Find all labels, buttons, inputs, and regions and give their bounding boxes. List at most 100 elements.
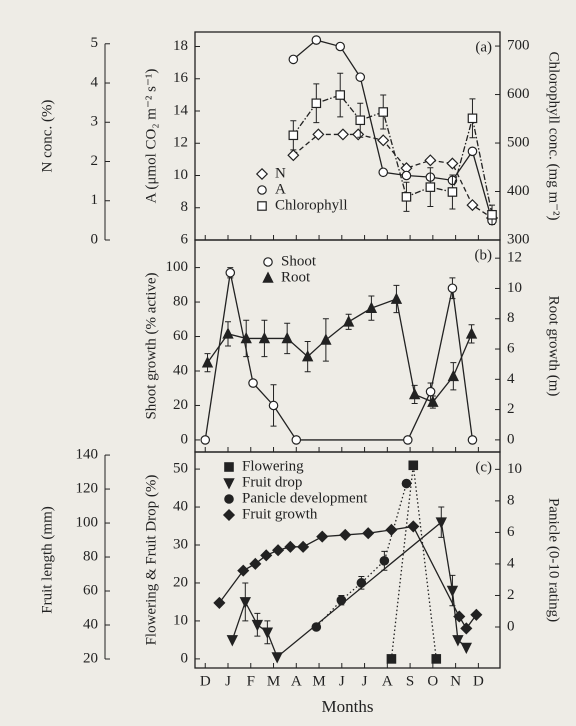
y3-axis-label: N conc. (%) xyxy=(39,100,55,173)
data-point xyxy=(431,654,442,664)
data-point xyxy=(401,478,412,489)
y3-tick-label: 20 xyxy=(83,650,98,666)
data-point xyxy=(258,331,271,344)
x-tick-label: J xyxy=(339,673,345,689)
y2-axis-label: Chlorophyll conc. (mg m⁻²) xyxy=(546,51,562,220)
data-point xyxy=(240,331,252,344)
data-point xyxy=(288,130,299,141)
y-tick-label: 10 xyxy=(173,167,188,183)
data-point xyxy=(408,460,419,471)
y3-tick-label: 3 xyxy=(91,114,99,130)
legend-label: N xyxy=(275,165,286,181)
legend-marker xyxy=(263,257,273,267)
y2-axis-label: Root growth (m) xyxy=(546,296,562,397)
legend-label: Fruit growth xyxy=(242,506,318,522)
y2-tick-label: 6 xyxy=(507,524,515,540)
data-point xyxy=(465,327,478,339)
data-point xyxy=(470,608,483,621)
y-tick-label: 0 xyxy=(181,431,189,447)
y-tick-label: 0 xyxy=(181,650,189,666)
data-point xyxy=(336,128,349,141)
y3-tick-label: 140 xyxy=(76,446,99,462)
x-tick-label: A xyxy=(382,673,393,689)
y3-tick-label: 40 xyxy=(83,616,98,632)
data-point xyxy=(365,301,378,313)
y-tick-label: 14 xyxy=(173,102,189,118)
legend-marker xyxy=(224,494,234,504)
y2-tick-label: 8 xyxy=(507,310,515,326)
data-point xyxy=(248,378,258,388)
data-point xyxy=(271,652,283,664)
y2-tick-label: 700 xyxy=(507,37,530,53)
y2-tick-label: 500 xyxy=(507,134,530,150)
x-tick-label: N xyxy=(450,673,461,689)
data-point xyxy=(200,435,211,445)
x-tick-label: J xyxy=(225,673,231,689)
y-axis-label: Flowering & Fruit Drop (%) xyxy=(143,475,159,646)
y2-tick-label: 4 xyxy=(507,555,515,571)
data-point xyxy=(403,435,413,445)
data-point xyxy=(335,41,346,52)
data-point xyxy=(316,530,329,543)
y3-tick-label: 1 xyxy=(91,192,99,208)
y3-tick-label: 120 xyxy=(76,480,99,496)
x-tick-label: O xyxy=(427,673,438,689)
data-point xyxy=(487,209,497,220)
x-tick-label: J xyxy=(362,673,368,689)
data-point xyxy=(291,435,302,445)
y-tick-label: 16 xyxy=(173,70,189,86)
data-point xyxy=(385,523,398,536)
data-point xyxy=(355,72,366,82)
data-point xyxy=(378,167,389,178)
data-point xyxy=(447,187,458,197)
legend-label: A xyxy=(275,181,286,197)
y3-tick-label: 2 xyxy=(91,153,99,169)
y3-tick-label: 100 xyxy=(76,514,99,530)
data-point xyxy=(251,619,264,632)
y3-tick-label: 0 xyxy=(91,231,99,247)
x-axis-label: Months xyxy=(322,697,374,716)
data-point xyxy=(226,635,238,647)
legend-label: Flowering xyxy=(242,458,304,474)
data-point xyxy=(281,331,293,344)
legend-label: Shoot xyxy=(281,253,317,269)
data-point xyxy=(272,544,285,557)
data-point xyxy=(342,315,355,327)
y-tick-label: 18 xyxy=(173,38,188,54)
x-tick-label: D xyxy=(200,673,211,689)
y-tick-label: 8 xyxy=(181,199,189,215)
y-tick-label: 6 xyxy=(181,231,189,247)
legend-label: Root xyxy=(281,269,311,285)
data-point xyxy=(225,267,236,278)
legend-label: Panicle development xyxy=(242,490,368,506)
y-tick-label: 20 xyxy=(173,574,188,590)
panel-label: (c) xyxy=(475,459,492,475)
data-point xyxy=(237,564,250,577)
x-tick-label: M xyxy=(312,673,325,689)
data-point xyxy=(222,327,234,339)
data-point xyxy=(336,595,347,606)
series-line xyxy=(315,483,408,628)
y2-tick-label: 0 xyxy=(507,431,515,447)
y2-tick-label: 400 xyxy=(507,183,530,199)
data-point xyxy=(407,520,420,533)
x-tick-label: F xyxy=(247,673,255,689)
data-point xyxy=(386,654,397,664)
y-tick-label: 50 xyxy=(173,461,188,477)
data-point xyxy=(401,170,412,181)
series-line xyxy=(292,94,493,215)
data-point xyxy=(239,597,251,609)
y2-tick-label: 0 xyxy=(507,618,515,634)
data-point xyxy=(261,627,274,639)
data-point xyxy=(435,517,447,529)
y2-tick-label: 8 xyxy=(507,492,515,508)
data-point xyxy=(311,622,322,632)
y3-tick-label: 60 xyxy=(83,582,98,598)
data-point xyxy=(460,642,472,655)
series-line xyxy=(390,465,437,659)
legend-marker xyxy=(255,167,269,181)
y-tick-label: 12 xyxy=(173,135,188,151)
y2-tick-label: 4 xyxy=(507,371,515,387)
